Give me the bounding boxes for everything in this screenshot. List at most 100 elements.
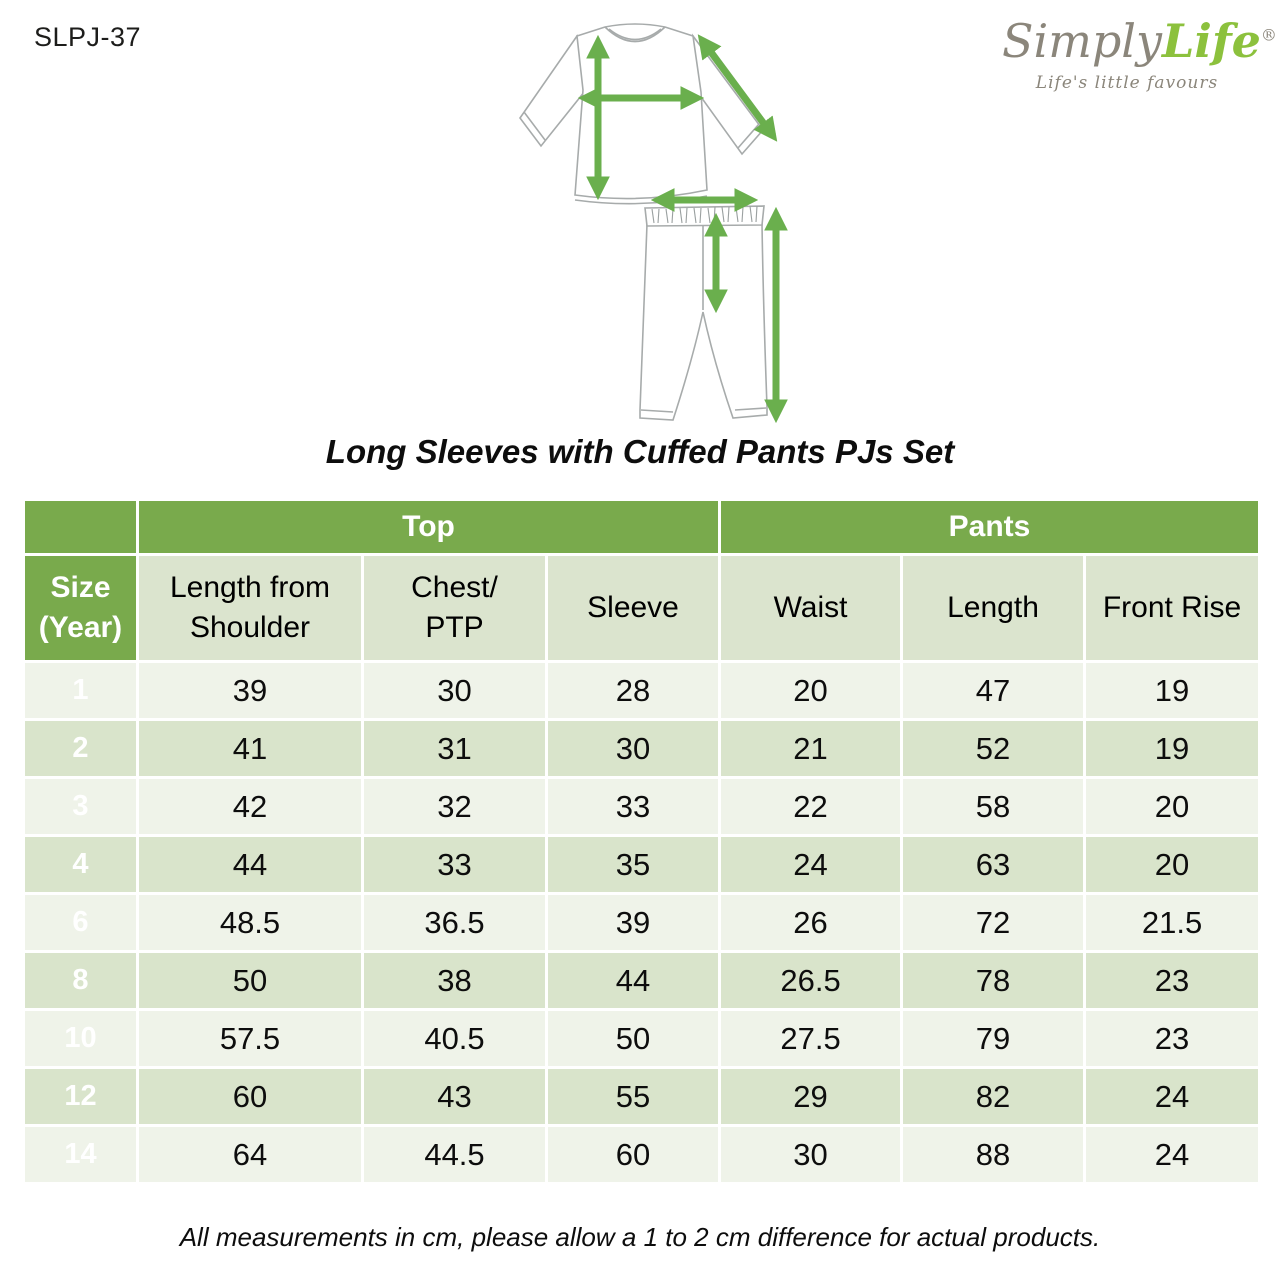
measurement-cell: 50 (136, 950, 364, 1011)
table-row: 1 39 30 28 20 47 19 (22, 660, 1262, 721)
measurement-cell: 47 (900, 660, 1087, 721)
measurement-footnote: All measurements in cm, please allow a 1… (179, 1222, 1101, 1252)
group-header-pants: Pants (718, 498, 1262, 556)
brand-life: Life (1162, 14, 1261, 68)
pajama-measurement-diagram (519, 23, 788, 424)
measurement-cell: 78 (900, 950, 1087, 1011)
measurement-cell: 26 (718, 892, 904, 953)
measurement-cell: 50 (544, 1008, 722, 1069)
measurement-cell: 44.5 (361, 1124, 548, 1185)
measurement-cell: 33 (544, 776, 722, 837)
shirt-graphic (519, 23, 765, 205)
measurement-cell: 88 (900, 1124, 1087, 1185)
measurement-cell: 63 (900, 834, 1087, 895)
size-cell: 1 (22, 660, 139, 721)
measurement-cell: 58 (900, 776, 1087, 837)
measurement-cell: 24 (1083, 1124, 1262, 1185)
measurement-cell: 23 (1083, 1008, 1262, 1069)
column-header-chest-ptp: Chest/ PTP (361, 553, 548, 663)
size-cell: 8 (22, 950, 139, 1011)
measurement-cell: 26.5 (718, 950, 904, 1011)
size-cell: 12 (22, 1066, 139, 1127)
measurement-cell: 82 (900, 1066, 1087, 1127)
measurement-cell: 55 (544, 1066, 722, 1127)
measurement-cell: 44 (136, 834, 364, 895)
measurement-cell: 39 (136, 660, 364, 721)
corner-cell (22, 498, 139, 556)
measurement-cell: 28 (544, 660, 722, 721)
measurement-cell: 19 (1083, 660, 1262, 721)
group-header-top: Top (135, 498, 722, 556)
measurement-cell: 24 (718, 834, 904, 895)
measurement-arrows (577, 34, 788, 424)
measurement-cell: 39 (544, 892, 722, 953)
measurement-cell: 43 (361, 1066, 548, 1127)
table-row: 2 41 31 30 21 52 19 (22, 718, 1262, 779)
measurement-cell: 30 (718, 1124, 904, 1185)
column-header-length-from-shoulder: Length from Shoulder (136, 553, 364, 663)
measurement-cell: 72 (900, 892, 1087, 953)
measurement-cell: 20 (1083, 776, 1262, 837)
table-row: 12 60 43 55 29 82 24 (22, 1066, 1262, 1127)
measurement-cell: 52 (900, 718, 1087, 779)
measurement-cell: 22 (718, 776, 904, 837)
column-header-front-rise: Front Rise (1083, 553, 1262, 663)
column-header-sleeve: Sleeve (544, 553, 722, 663)
size-table-body: 1 39 30 28 20 47 19 2 41 31 30 21 52 19 3 42 32 33 22 58 20 4… (22, 660, 1262, 1185)
measurement-cell: 23 (1083, 950, 1262, 1011)
table-row: 10 57.5 40.5 50 27.5 79 23 (22, 1008, 1262, 1069)
measurement-cell: 44 (544, 950, 722, 1011)
measurement-cell: 60 (136, 1066, 364, 1127)
brand-tagline: Life's little favours (1035, 72, 1219, 93)
table-row: 8 50 38 44 26.5 78 23 (22, 950, 1262, 1011)
measurement-cell: 24 (1083, 1066, 1262, 1127)
brand-logo: SimplyLife® Life's little favours (1002, 14, 1277, 93)
measurement-cell: 36.5 (361, 892, 548, 953)
group-header-row: Top Pants (22, 498, 1262, 556)
measurement-cell: 20 (718, 660, 904, 721)
measurement-cell: 38 (361, 950, 548, 1011)
measurement-cell: 27.5 (718, 1008, 904, 1069)
measurement-cell: 19 (1083, 718, 1262, 779)
measurement-cell: 48.5 (136, 892, 364, 953)
table-row: 4 44 33 35 24 63 20 (22, 834, 1262, 895)
registered-mark-icon: ® (1260, 25, 1277, 45)
table-row: 3 42 32 33 22 58 20 (22, 776, 1262, 837)
column-header-length: Length (900, 553, 1087, 663)
size-cell: 2 (22, 718, 139, 779)
brand-name: SimplyLife® (1002, 14, 1277, 68)
measurement-cell: 79 (900, 1008, 1087, 1069)
size-cell: 10 (22, 1008, 139, 1069)
measurement-cell: 21.5 (1083, 892, 1262, 953)
column-header-row: Size (Year) Length from Shoulder Chest/ … (22, 553, 1262, 663)
measurement-cell: 30 (544, 718, 722, 779)
measurement-cell: 60 (544, 1124, 722, 1185)
product-code: SLPJ-37 (34, 22, 142, 52)
table-row: 14 64 44.5 60 30 88 24 (22, 1124, 1262, 1185)
size-cell: 14 (22, 1124, 139, 1185)
size-cell: 4 (22, 834, 139, 895)
measurement-cell: 20 (1083, 834, 1262, 895)
measurement-cell: 35 (544, 834, 722, 895)
measurement-cell: 57.5 (136, 1008, 364, 1069)
size-cell: 3 (22, 776, 139, 837)
table-row: 6 48.5 36.5 39 26 72 21.5 (22, 892, 1262, 953)
measurement-cell: 41 (136, 718, 364, 779)
measurement-cell: 32 (361, 776, 548, 837)
measurement-cell: 31 (361, 718, 548, 779)
size-cell: 6 (22, 892, 139, 953)
pants-graphic (639, 205, 768, 421)
measurement-cell: 21 (718, 718, 904, 779)
page-title: Long Sleeves with Cuffed Pants PJs Set (325, 433, 955, 470)
measurement-cell: 29 (718, 1066, 904, 1127)
brand-simply: Simply (1002, 14, 1162, 68)
measurement-cell: 33 (361, 834, 548, 895)
measurement-cell: 40.5 (361, 1008, 548, 1069)
column-header-size: Size (Year) (22, 553, 139, 663)
size-table: Top Pants Size (Year) Length from Should… (22, 498, 1262, 1185)
sleeve-arrow (697, 34, 778, 142)
measurement-cell: 30 (361, 660, 548, 721)
measurement-cell: 64 (136, 1124, 364, 1185)
measurement-cell: 42 (136, 776, 364, 837)
